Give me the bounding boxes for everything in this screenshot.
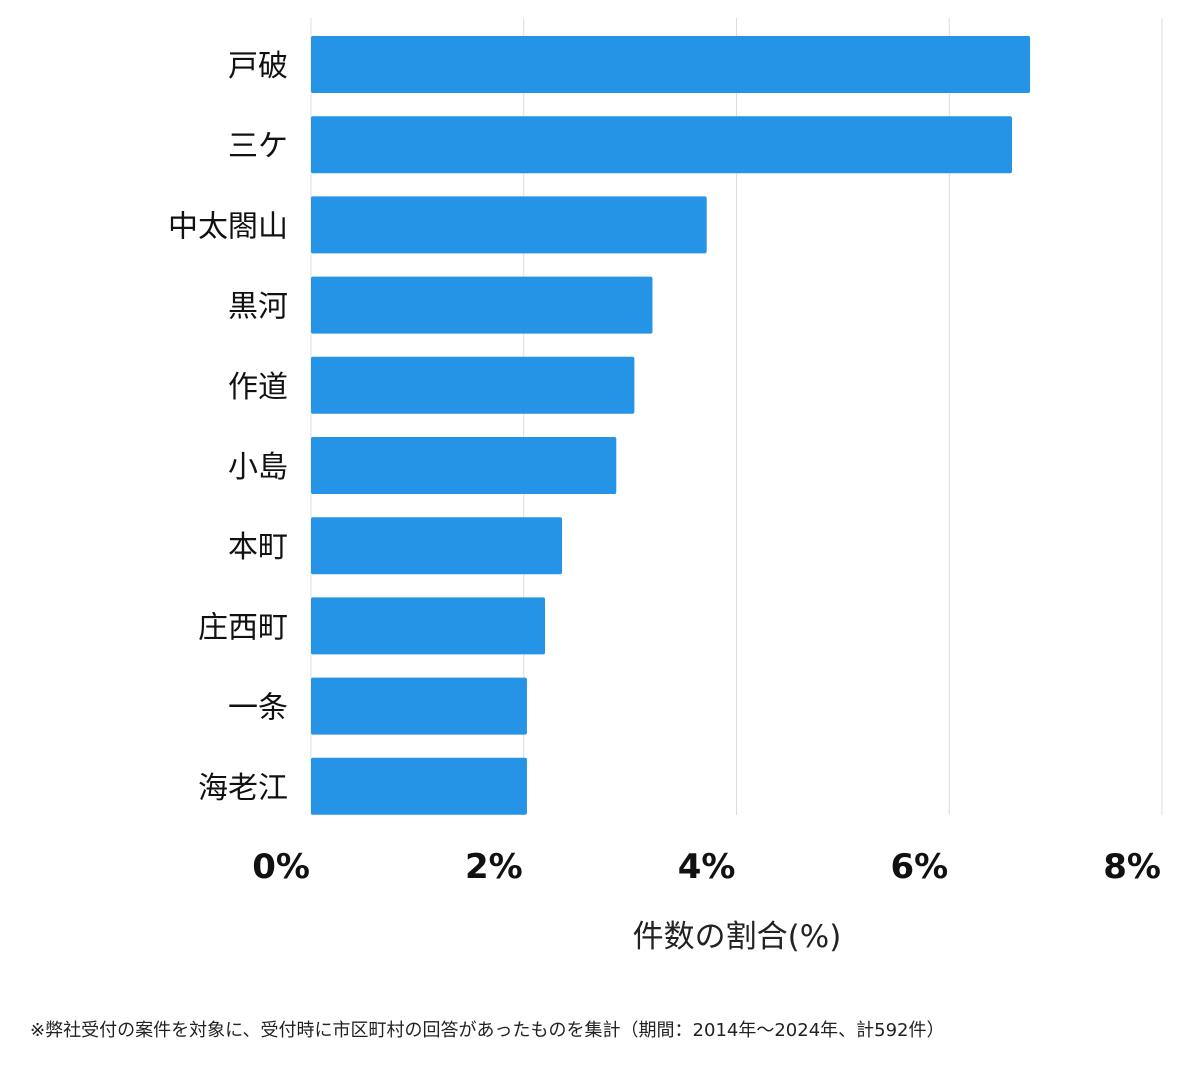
category-label: 作道 xyxy=(228,370,288,405)
bar xyxy=(311,276,653,334)
bar xyxy=(311,356,635,414)
bar xyxy=(311,517,563,575)
footnote: ※弊社受付の案件を対象に、受付時に市区町村の回答があったものを集計（期間：201… xyxy=(30,1020,945,1041)
x-tick-label: 0% xyxy=(252,847,310,887)
category-label: 一条 xyxy=(228,691,288,726)
x-tick-label: 4% xyxy=(678,847,736,887)
x-tick-label: 8% xyxy=(1103,847,1161,887)
bar xyxy=(311,437,617,494)
category-label: 中太閤山 xyxy=(168,209,288,244)
x-tick-label: 6% xyxy=(891,847,949,887)
bar xyxy=(311,116,1013,174)
bar xyxy=(311,196,707,254)
category-label: 黒河 xyxy=(228,290,288,325)
category-label: 庄西町 xyxy=(198,610,288,645)
category-label: 戸破 xyxy=(228,49,288,84)
bar xyxy=(311,36,1031,93)
category-label: 小島 xyxy=(228,450,288,485)
x-axis-label: 件数の割合(%) xyxy=(633,919,842,955)
category-label: 三ケ xyxy=(228,129,288,164)
bar xyxy=(311,677,527,735)
bar-chart: 0% 2% 4% 6% 8% 戸破三ケ中太閤山黒河作道小島本町庄西町一条海老江件数の割合(… xyxy=(168,18,1163,955)
bar xyxy=(311,757,527,815)
x-tick-label: 2% xyxy=(465,847,523,887)
bar xyxy=(311,597,546,655)
category-label: 本町 xyxy=(228,530,288,565)
category-label: 海老江 xyxy=(198,771,288,806)
